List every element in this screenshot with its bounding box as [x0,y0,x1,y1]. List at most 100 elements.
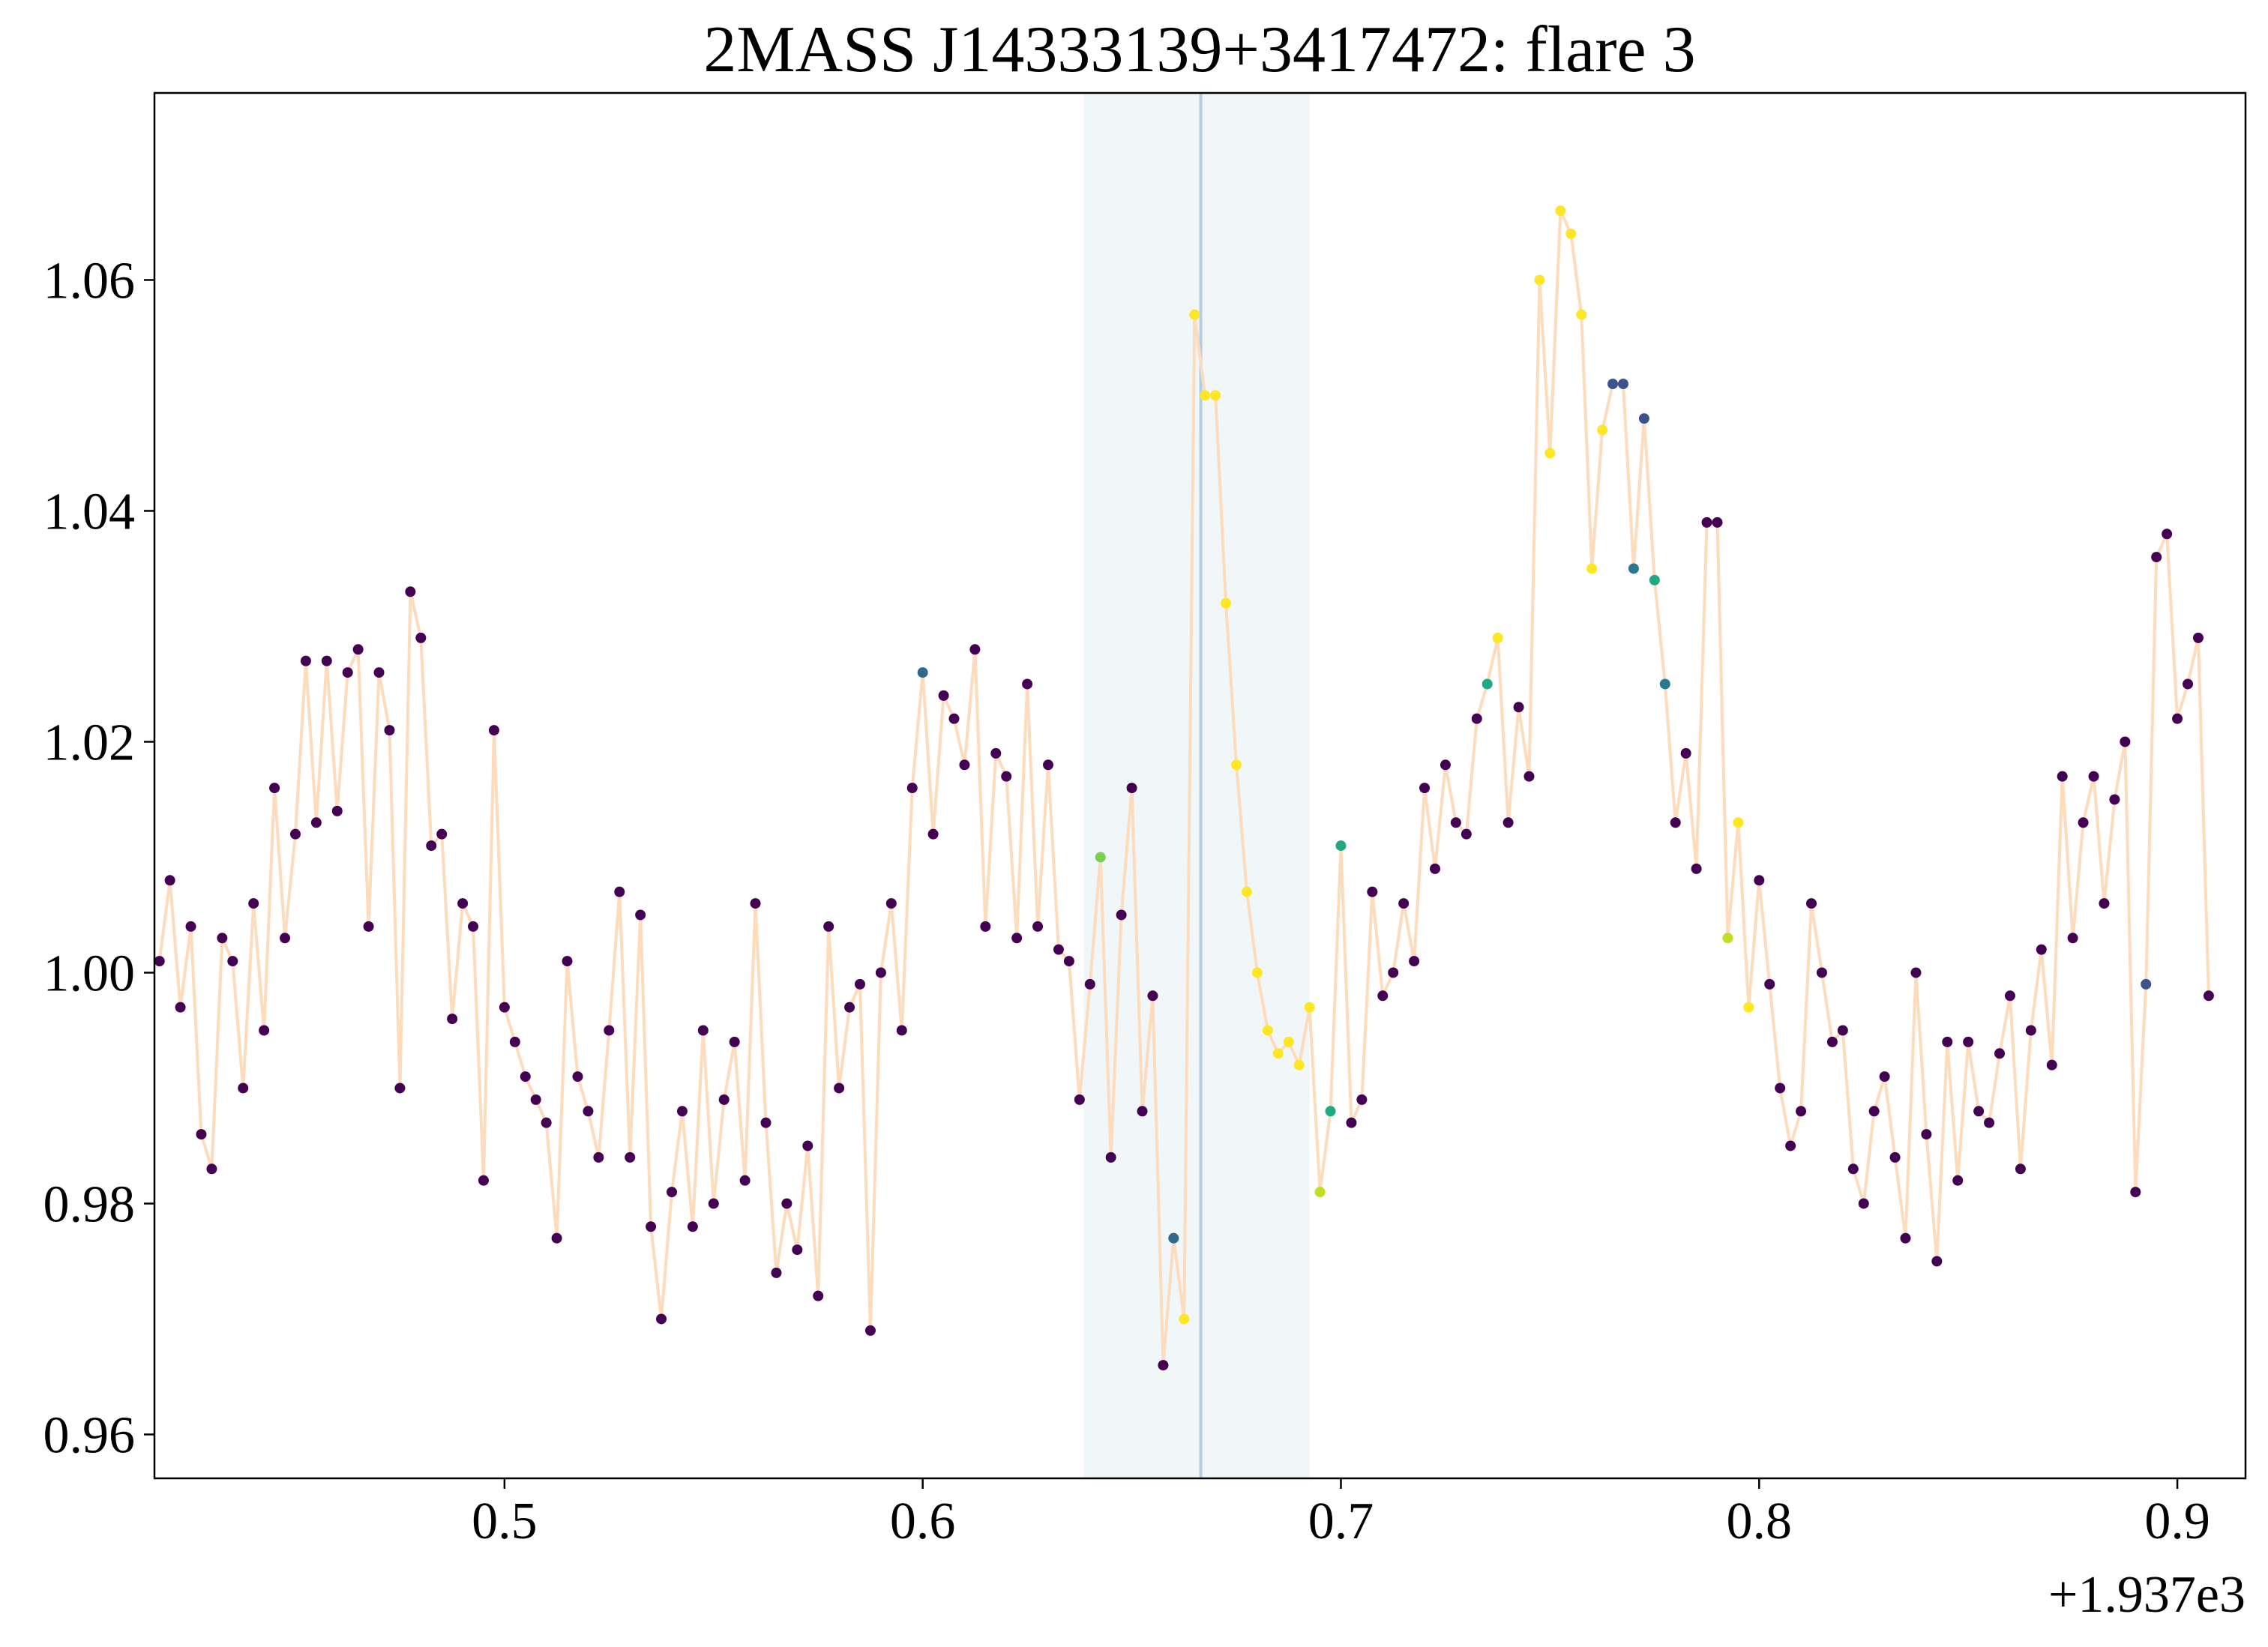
data-point [1105,1151,1116,1163]
data-point [1346,1117,1357,1128]
data-point [1356,1094,1368,1105]
data-point [1921,1129,1932,1140]
data-point [164,875,175,886]
data-point [1461,828,1472,840]
data-point [1659,678,1670,690]
data-point [1555,205,1566,217]
data-point [2078,817,2089,828]
data-point [1116,909,1127,921]
data-point [2120,736,2131,747]
plot-frame [153,91,2247,1480]
data-point [729,1036,740,1047]
data-point [1743,1002,1754,1013]
data-point [1001,771,1012,782]
data-point [885,898,897,909]
data-point [1628,563,1639,574]
data-point [1638,413,1649,424]
data-point [1868,1106,1880,1117]
data-point [823,921,834,932]
data-point [1283,1036,1294,1047]
chart-title: 2MASS J14333139+3417472: flare 3 [703,13,1695,86]
data-point [541,1117,552,1128]
data-point [1388,967,1399,978]
y-tick-label: 1.04 [43,483,136,541]
data-point [1785,1140,1796,1151]
data-point [625,1151,636,1163]
data-point [739,1175,751,1186]
y-tick-label: 1.02 [43,714,136,771]
data-point [468,921,479,932]
data-point [196,1129,207,1140]
data-point [781,1198,792,1209]
data-point [551,1232,562,1244]
data-point [1471,713,1482,724]
data-point [530,1094,541,1105]
data-point [1419,783,1431,794]
data-point [1231,759,1242,771]
data-point [969,644,981,655]
data-point [1147,990,1158,1002]
data-point [1534,274,1545,286]
data-point [813,1290,824,1301]
y-tick-label: 0.96 [43,1406,136,1464]
data-point [373,667,385,678]
data-point [927,828,939,840]
data-point [1649,574,1660,585]
data-point [2088,771,2099,782]
data-point [635,909,646,921]
data-point [384,725,395,736]
data-point [1189,309,1200,320]
data-point [1576,309,1587,320]
data-point [1701,517,1712,528]
data-point [175,1002,186,1013]
data-point [352,644,364,655]
data-point [1011,933,1023,944]
data-point [1200,390,1211,401]
data-point [1513,702,1524,713]
data-point [2183,678,2194,690]
data-point [2099,898,2110,909]
data-point [2162,529,2173,540]
data-point [1754,875,1765,886]
x-tick-label: 0.7 [1308,1493,1374,1550]
data-point [1398,898,1410,909]
data-point [1482,678,1493,690]
data-point [656,1313,667,1325]
data-point [1607,379,1619,390]
data-point [1994,1048,2006,1059]
data-point [1095,852,1106,863]
data-point [2025,1025,2036,1036]
data-point [227,956,238,967]
data-point [1272,1048,1284,1059]
data-point [1847,1163,1859,1175]
data-point [499,1002,510,1013]
data-point [405,586,416,597]
data-point [321,655,332,666]
data-point [1816,967,1827,978]
data-point [2067,933,2078,944]
data-point [771,1267,782,1278]
data-point [185,921,196,932]
data-point [1722,933,1733,944]
data-point [2015,1163,2026,1175]
x-tick-label: 0.5 [472,1493,538,1550]
data-point [1544,448,1556,459]
data-point [259,1025,270,1036]
data-point [583,1106,594,1117]
data-point [760,1117,771,1128]
data-point [520,1071,531,1083]
data-point [1900,1232,1911,1244]
data-point [666,1187,677,1198]
data-point [1523,771,1535,782]
data-point [269,783,280,794]
data-point [1733,817,1744,828]
data-point [1837,1025,1848,1036]
data-point [280,933,291,944]
data-point [864,1325,876,1336]
data-point [572,1071,583,1083]
data-point [1942,1036,1953,1047]
data-point [1409,956,1420,967]
data-point [217,933,228,944]
data-point [1712,517,1723,528]
data-point [1858,1198,1869,1209]
